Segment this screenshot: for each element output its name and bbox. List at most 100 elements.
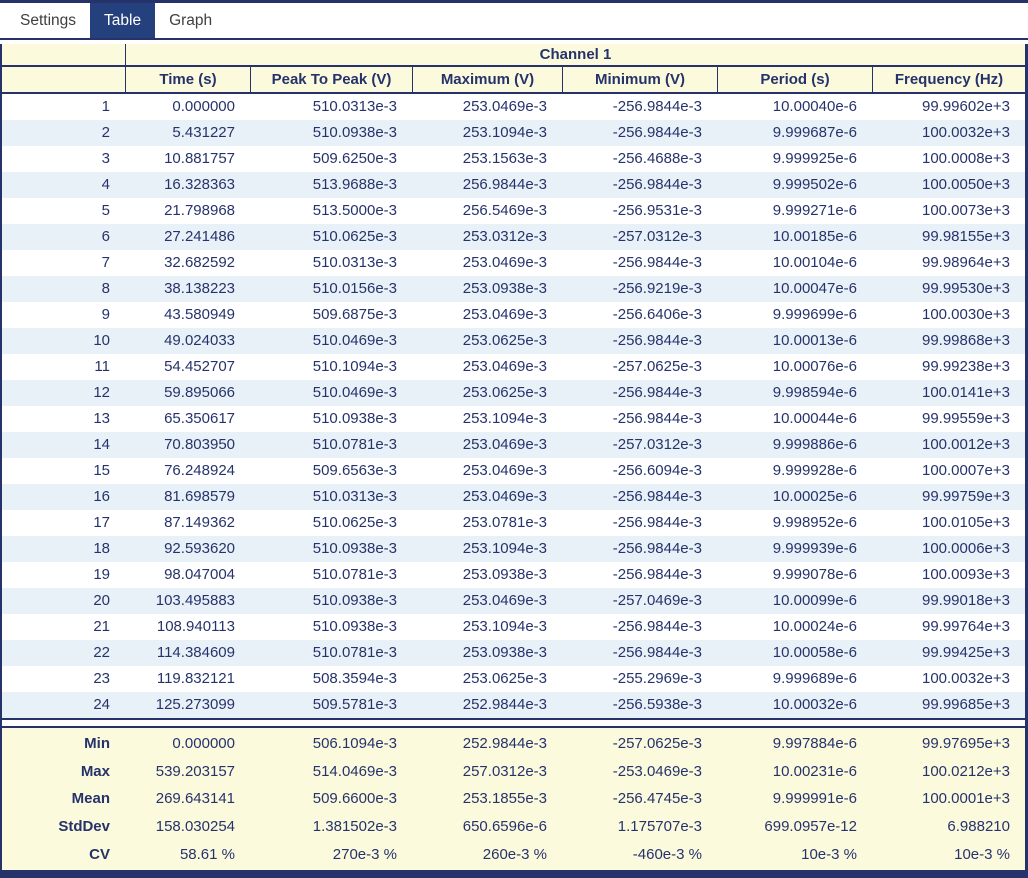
table-row: 21 108.940113 510.0938e-3 253.1094e-3 -256.9…	[2, 614, 1025, 640]
table-cell: -256.9844e-3	[612, 566, 702, 583]
table-cell: 10.00099e-6	[772, 592, 857, 609]
stat-value: 1.175707e-3	[617, 818, 702, 836]
measurement-table: Channel 1 Time (s) Peak To Peak (V) Maximu…	[0, 44, 1028, 870]
table-row: 8 38.138223 510.0156e-3 253.0938e-3 -256.921…	[2, 276, 1025, 302]
table-row: 16 81.698579 510.0313e-3 253.0469e-3 -256.98…	[2, 484, 1025, 510]
table-row: 18 92.593620 510.0938e-3 253.1094e-3 -256.98…	[2, 536, 1025, 562]
table-cell: 76.248924	[164, 462, 235, 479]
table-cell: 256.5469e-3	[462, 202, 547, 219]
stat-value: 270e-3 %	[332, 845, 397, 863]
table-cell: 510.0156e-3	[312, 280, 397, 297]
table-cell: 510.0625e-3	[312, 514, 397, 531]
row-index: 22	[93, 644, 110, 661]
table-cell: 10.00032e-6	[772, 696, 857, 713]
table-cell: 253.0469e-3	[462, 592, 547, 609]
stat-value: 9.999991e-6	[772, 790, 857, 808]
stat-label: Mean	[71, 790, 110, 808]
column-header-maximum-v: Maximum (V)	[412, 67, 562, 92]
row-index: 13	[93, 410, 110, 427]
tab-graph[interactable]: Graph	[169, 11, 213, 29]
table-cell: 5.431227	[172, 124, 235, 141]
table-cell: 510.0781e-3	[312, 566, 397, 583]
stat-value: 6.988210	[947, 818, 1010, 836]
table-cell: 100.0073e+3	[921, 202, 1010, 219]
table-cell: 10.00013e-6	[772, 332, 857, 349]
stat-value: 260e-3 %	[482, 845, 547, 863]
stat-value: 506.1094e-3	[312, 735, 397, 753]
table-row: 17 87.149362 510.0625e-3 253.0781e-3 -256.98…	[2, 510, 1025, 536]
row-index: 8	[101, 280, 110, 297]
table-cell: 99.99868e+3	[921, 332, 1010, 349]
table-cell: 253.0469e-3	[462, 98, 547, 115]
table-cell: 508.3594e-3	[312, 670, 397, 687]
table-cell: 510.0469e-3	[312, 384, 397, 401]
table-cell: 99.98155e+3	[921, 228, 1010, 245]
table-cell: 9.999078e-6	[772, 566, 857, 583]
table-cell: -256.6406e-3	[612, 306, 702, 323]
table-row: 12 59.895066 510.0469e-3 253.0625e-3 -256.98…	[2, 380, 1025, 406]
row-index: 14	[93, 436, 110, 453]
table-row: 24 125.273099 509.5781e-3 252.9844e-3 -256.5…	[2, 692, 1025, 718]
table-cell: 9.999886e-6	[772, 436, 857, 453]
table-cell: 99.99764e+3	[921, 618, 1010, 635]
stat-row-mean: Mean 269.643141 509.6600e-3 253.1855e-3 -256…	[2, 785, 1025, 812]
table-row: 22 114.384609 510.0781e-3 253.0938e-3 -256.9…	[2, 640, 1025, 666]
tab-settings[interactable]: Settings	[20, 11, 77, 29]
table-cell: 9.999502e-6	[772, 176, 857, 193]
table-cell: 253.0625e-3	[462, 332, 547, 349]
row-index: 9	[101, 306, 110, 323]
row-index: 10	[93, 332, 110, 349]
row-index: 1	[101, 98, 110, 115]
table-cell: 253.0625e-3	[462, 384, 547, 401]
table-cell: 81.698579	[164, 488, 235, 505]
table-cell: 10.00047e-6	[772, 280, 857, 297]
table-cell: 92.593620	[164, 540, 235, 557]
stat-row-min: Min 0.000000 506.1094e-3 252.9844e-3 -257.06…	[2, 730, 1025, 757]
stat-label: CV	[89, 845, 110, 863]
table-cell: 253.0938e-3	[462, 280, 547, 297]
table-cell: -257.0312e-3	[612, 228, 702, 245]
row-index: 4	[101, 176, 110, 193]
tab-table[interactable]: Table	[90, 3, 156, 38]
table-cell: 9.999699e-6	[772, 306, 857, 323]
table-cell: 114.384609	[156, 644, 235, 661]
table-row: 15 76.248924 509.6563e-3 253.0469e-3 -256.60…	[2, 458, 1025, 484]
table-body: 1 0.000000 510.0313e-3 253.0469e-3 -256.9844…	[2, 94, 1025, 720]
table-row: 13 65.350617 510.0938e-3 253.1094e-3 -256.98…	[2, 406, 1025, 432]
table-cell: 9.999271e-6	[772, 202, 857, 219]
stat-label: StdDev	[58, 818, 110, 836]
stat-value: 58.61 %	[179, 845, 235, 863]
table-cell: 100.0007e+3	[921, 462, 1010, 479]
column-header-row: Time (s) Peak To Peak (V) Maximum (V) Minim…	[2, 67, 1025, 94]
table-cell: 9.999689e-6	[772, 670, 857, 687]
table-cell: 10.00040e-6	[772, 98, 857, 115]
stat-value: 650.6596e-6	[462, 818, 547, 836]
table-cell: -256.9844e-3	[612, 540, 702, 557]
stat-value: 257.0312e-3	[462, 762, 547, 780]
table-cell: 253.0469e-3	[462, 488, 547, 505]
table-cell: 99.99602e+3	[921, 98, 1010, 115]
table-cell: -256.9844e-3	[612, 98, 702, 115]
table-cell: 38.138223	[164, 280, 235, 297]
table-cell: 99.99238e+3	[921, 358, 1010, 375]
stat-value: 269.643141	[155, 790, 235, 808]
table-cell: 510.0938e-3	[312, 410, 397, 427]
table-cell: 0.000000	[172, 98, 235, 115]
table-cell: 513.5000e-3	[312, 202, 397, 219]
table-cell: 10.00025e-6	[772, 488, 857, 505]
table-row: 14 70.803950 510.0781e-3 253.0469e-3 -257.03…	[2, 432, 1025, 458]
table-cell: -256.9844e-3	[612, 254, 702, 271]
table-cell: 99.99685e+3	[921, 696, 1010, 713]
table-row: 5 21.798968 513.5000e-3 256.5469e-3 -256.953…	[2, 198, 1025, 224]
table-cell: 99.99425e+3	[921, 644, 1010, 661]
stat-value: 10e-3 %	[801, 845, 857, 863]
corner-cell	[2, 44, 125, 65]
stat-value: 539.203157	[155, 762, 235, 780]
column-header-minimum-v: Minimum (V)	[562, 67, 717, 92]
table-row: 23 119.832121 508.3594e-3 253.0625e-3 -255.2…	[2, 666, 1025, 692]
table-cell: 10.00185e-6	[772, 228, 857, 245]
stat-value: 0.000000	[172, 735, 235, 753]
stat-value: 100.0001e+3	[921, 790, 1010, 808]
table-cell: 9.999928e-6	[772, 462, 857, 479]
table-cell: 253.0469e-3	[462, 462, 547, 479]
